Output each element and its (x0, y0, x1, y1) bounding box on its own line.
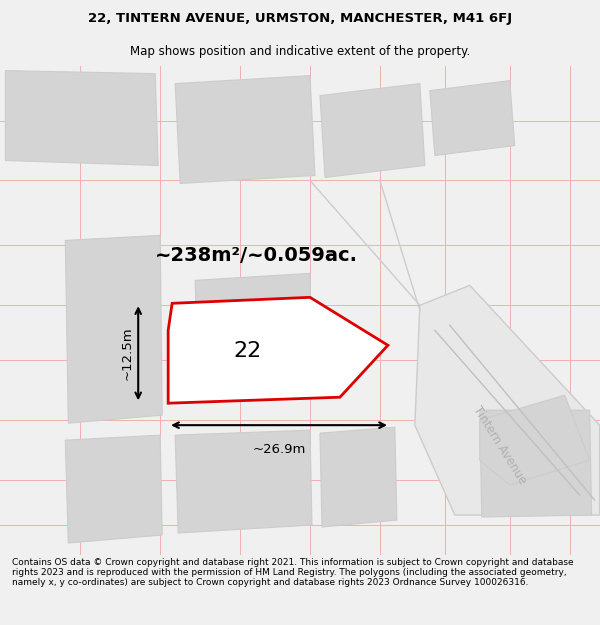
Polygon shape (430, 81, 515, 156)
Polygon shape (320, 84, 425, 178)
Polygon shape (175, 76, 315, 184)
Text: 22, TINTERN AVENUE, URMSTON, MANCHESTER, M41 6FJ: 22, TINTERN AVENUE, URMSTON, MANCHESTER,… (88, 12, 512, 25)
Text: ~12.5m: ~12.5m (120, 326, 133, 380)
Polygon shape (480, 395, 590, 485)
Text: Contains OS data © Crown copyright and database right 2021. This information is : Contains OS data © Crown copyright and d… (12, 558, 574, 588)
Polygon shape (320, 427, 397, 527)
Text: ~26.9m: ~26.9m (253, 443, 306, 456)
Text: ~238m²/~0.059ac.: ~238m²/~0.059ac. (155, 246, 358, 266)
Text: Map shows position and indicative extent of the property.: Map shows position and indicative extent… (130, 45, 470, 58)
Polygon shape (168, 298, 388, 403)
Text: 22: 22 (233, 341, 262, 361)
Polygon shape (65, 435, 162, 543)
Polygon shape (415, 286, 599, 515)
Polygon shape (5, 71, 158, 166)
Text: Tintern Avenue: Tintern Avenue (470, 404, 529, 486)
Polygon shape (65, 236, 162, 423)
Polygon shape (195, 273, 312, 383)
Polygon shape (480, 410, 592, 517)
Polygon shape (175, 430, 312, 533)
